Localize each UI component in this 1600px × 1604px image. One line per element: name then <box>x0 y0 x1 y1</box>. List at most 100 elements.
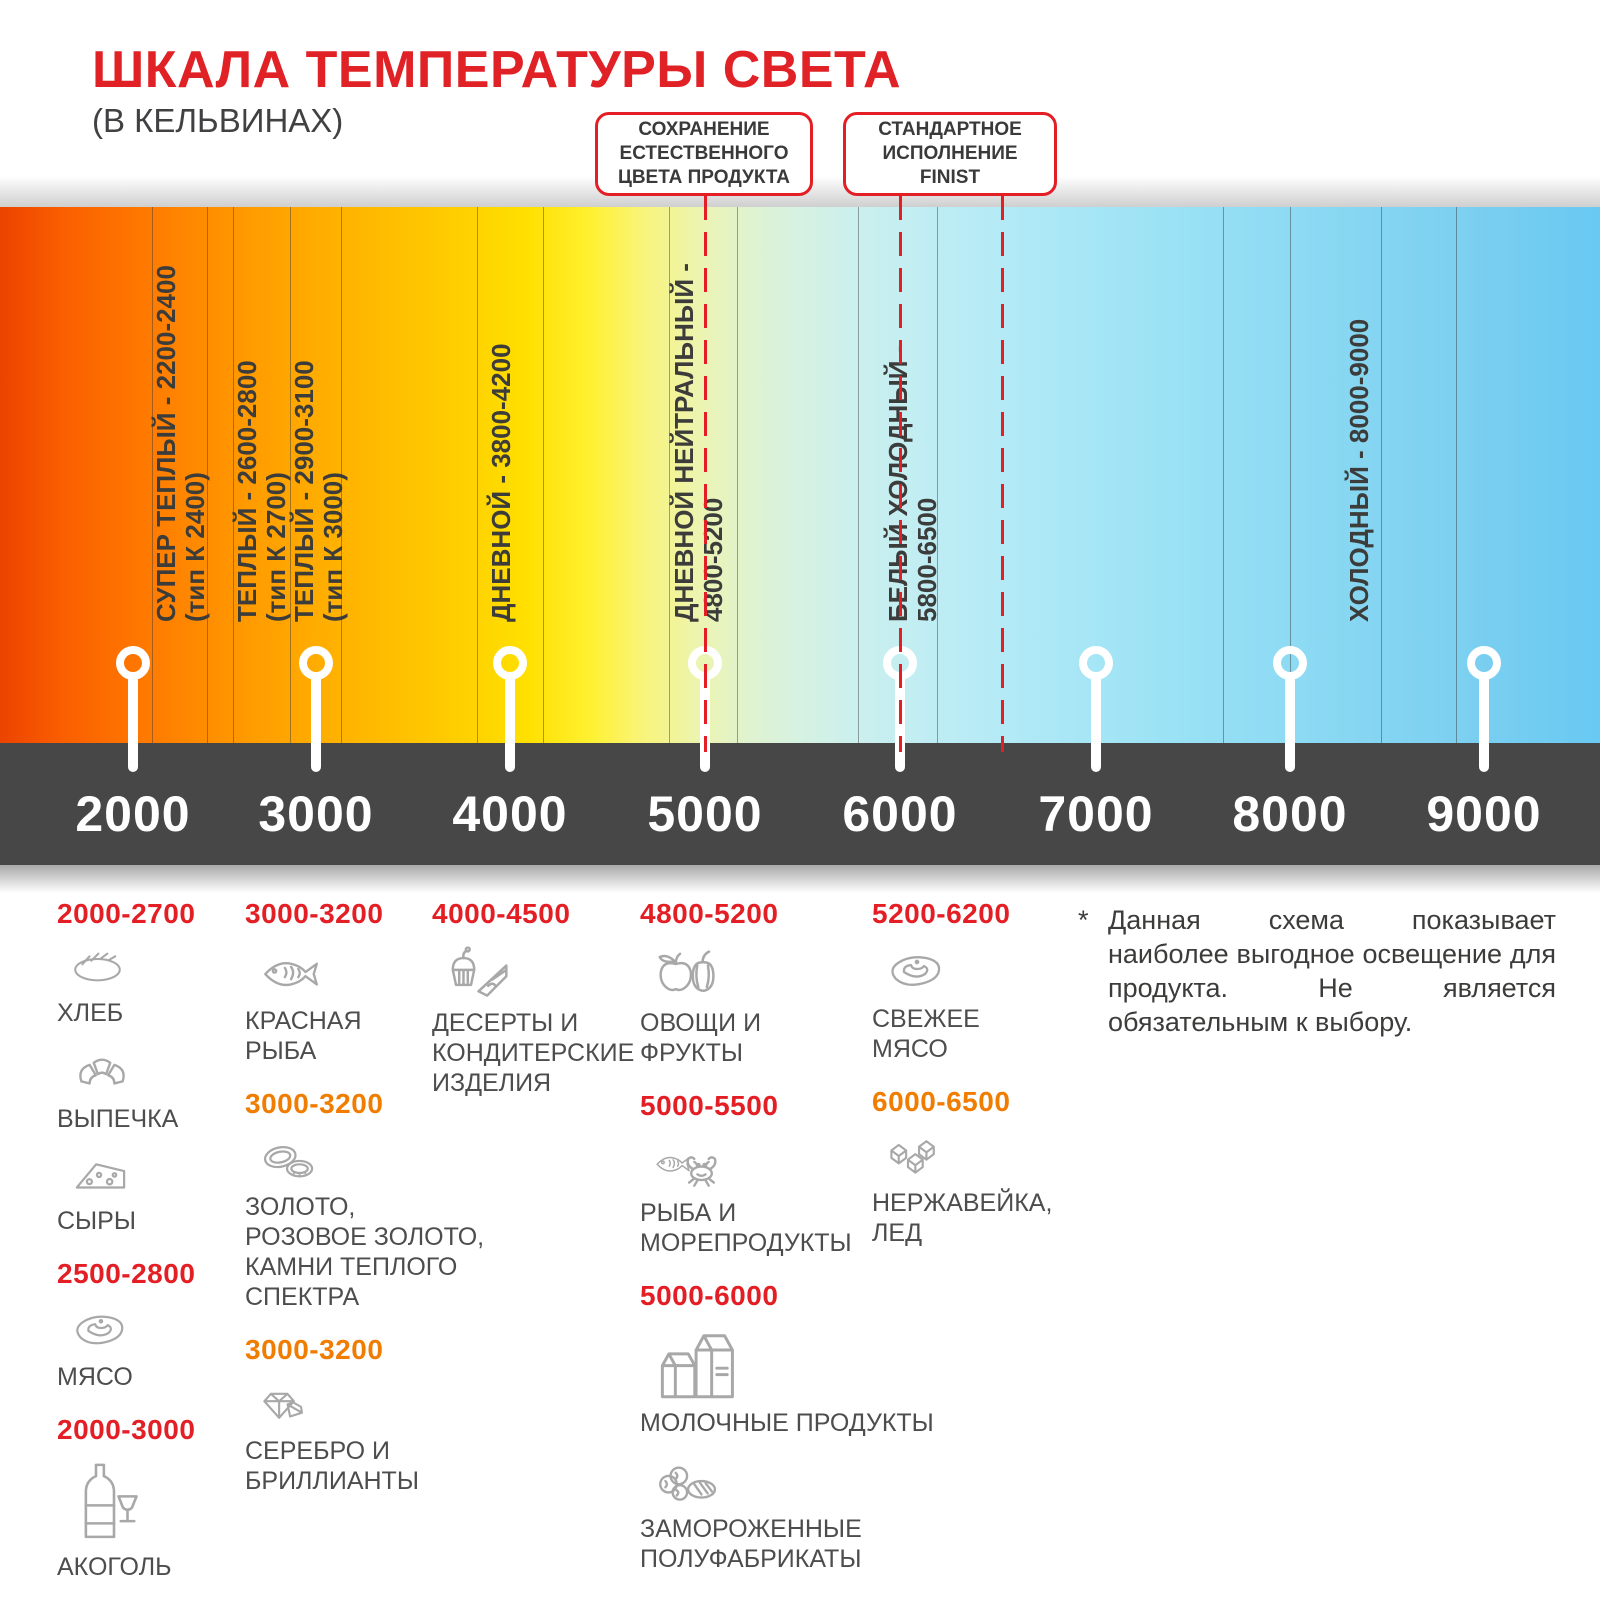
band-gridline <box>1381 207 1382 743</box>
band-gridline <box>937 207 938 743</box>
page-subtitle: (В КЕЛЬВИНАХ) <box>92 102 344 139</box>
rings-icon <box>257 1132 319 1186</box>
temperature-range-label: ДНЕВНОЙ - 3800-4200 <box>486 242 516 622</box>
range-label-sub: (тип К 2700) <box>261 472 291 622</box>
band-gridline <box>858 207 859 743</box>
category-column: 5200-6200 СВЕЖЕЕ МЯСО 6000-6500 НЕРЖАВЕЙКА,… <box>872 898 1052 1270</box>
category-group: 3000-3200 КРАСНАЯ РЫБА <box>245 898 484 1066</box>
axis-tick-label: 3000 <box>258 786 374 842</box>
scale-marker-circle <box>1273 646 1307 680</box>
footnote-asterisk: * <box>1078 905 1089 935</box>
dessert-icon <box>444 942 513 1002</box>
category-item: КРАСНАЯ РЫБА <box>245 942 484 1066</box>
band-gridline <box>290 207 291 743</box>
category-label: РЫБА И МОРЕПРОДУКТЫ <box>640 1199 852 1257</box>
band-gridline <box>737 207 738 743</box>
scale-marker-circle <box>1079 646 1113 680</box>
category-label: ОВОЩИ И ФРУКТЫ <box>640 1009 762 1067</box>
callout-pointer-line <box>899 196 902 752</box>
category-label: СВЕЖЕЕ МЯСО <box>872 1005 980 1063</box>
callout-pointer-line <box>704 196 707 752</box>
category-label: МЯСО <box>57 1363 133 1391</box>
axis-tick-label: 4000 <box>452 786 568 842</box>
scale-marker-stem <box>1285 677 1295 772</box>
band-gridline <box>1223 207 1224 743</box>
temperature-range-label: ХОЛОДНЫЙ - 8000-9000 <box>1344 242 1374 622</box>
alcohol-icon <box>69 1458 141 1546</box>
callout-box: СОХРАНЕНИЕ ЕСТЕСТВЕННОГО ЦВЕТА ПРОДУКТА <box>595 112 813 196</box>
scale-marker-stem <box>1091 677 1101 772</box>
range-header: 6000-6500 <box>872 1086 1011 1117</box>
category-label: НЕРЖАВЕЙКА, ЛЕД <box>872 1189 1053 1247</box>
scale-marker-stem <box>128 677 138 772</box>
scale-marker-stem <box>311 677 321 772</box>
callout-line: ЦВЕТА ПРОДУКТА <box>617 167 791 188</box>
callout-line: FINIST <box>919 167 981 188</box>
category-item: СЕРЕБРО И БРИЛЛИАНТЫ <box>245 1378 484 1496</box>
scale-marker-stem <box>1479 677 1489 772</box>
band-gridline <box>152 207 153 743</box>
callout-line: СОХРАНЕНИЕ <box>638 119 770 140</box>
range-header: 3000-3200 <box>245 898 384 929</box>
category-item: СЫРЫ <box>57 1146 195 1236</box>
category-item: НЕРЖАВЕЙКА, ЛЕД <box>872 1130 1052 1248</box>
category-group: 4800-5200 ОВОЩИ И ФРУКТЫ <box>640 898 934 1068</box>
axis-tick-label: 9000 <box>1426 786 1542 842</box>
temperature-range-label: ТЕПЛЫЙ - 2900-3100 (тип К 3000) <box>289 242 348 622</box>
range-header: 4000-4500 <box>432 898 571 929</box>
produce-icon <box>652 942 721 1002</box>
category-label: ВЫПЕЧКА <box>57 1105 179 1133</box>
range-label-main: ТЕПЛЫЙ - 2600-2800 <box>232 360 262 622</box>
range-label-main: ХОЛОДНЫЙ - 8000-9000 <box>1344 318 1374 622</box>
axis-tick-label: 7000 <box>1038 786 1154 842</box>
range-label-sub: (тип К 2400) <box>180 472 210 622</box>
bottom-shadow-strip <box>0 865 1600 893</box>
category-item: РЫБА И МОРЕПРОДУКТЫ <box>640 1134 934 1258</box>
category-group: 2500-2800 МЯСО <box>57 1258 195 1392</box>
category-group: 2000-3000 АКОГОЛЬ <box>57 1414 195 1582</box>
category-label: СЫРЫ <box>57 1207 136 1235</box>
bread-icon <box>69 942 126 992</box>
category-item: ЗАМОРОЖЕННЫЕ ПОЛУФАБРИКАТЫ <box>640 1450 934 1574</box>
category-group: 3000-3200 СЕРЕБРО И БРИЛЛИАНТЫ <box>245 1334 484 1496</box>
temperature-range-label: БЕЛЫЙ ХОЛОДНЫЙ -5800-6500 <box>883 242 942 622</box>
category-group: 3000-3200 ЗОЛОТО, РОЗОВОЕ ЗОЛОТО, КАМНИ Т… <box>245 1088 484 1312</box>
dairy-icon <box>652 1324 735 1402</box>
category-column: 4000-4500 ДЕСЕРТЫ И КОНДИТЕРСКИЕ ИЗДЕЛИЯ <box>432 898 634 1120</box>
scale-marker-circle <box>116 646 150 680</box>
band-gridline <box>207 207 208 743</box>
category-label: АКОГОЛЬ <box>57 1553 172 1581</box>
callout-line: ИСПОЛНЕНИЕ <box>882 143 1018 164</box>
ice-icon <box>884 1130 943 1182</box>
callout-box: СТАНДАРТНОЕ ИСПОЛНЕНИЕ FINIST <box>843 112 1057 196</box>
band-gridline <box>1456 207 1457 743</box>
temperature-range-label: ДНЕВНОЙ НЕЙТРАЛЬНЫЙ -4800-5200 <box>669 242 728 622</box>
band-gridline <box>341 207 342 743</box>
category-item: МОЛОЧНЫЕ ПРОДУКТЫ <box>640 1324 934 1438</box>
scale-marker-stem <box>505 677 515 772</box>
range-label-main: СУПЕР ТЕПЛЫЙ - 2200-2400 <box>151 265 181 622</box>
category-group: 2000-2700 ХЛЕБ ВЫПЕЧКА СЫРЫ <box>57 898 195 1236</box>
callout-line: ЕСТЕСТВЕННОГО <box>619 143 789 164</box>
category-group: 5000-6000 МОЛОЧНЫЕ ПРОДУКТЫ ЗАМОРОЖЕННЫЕ П… <box>640 1280 934 1574</box>
category-label: ЗАМОРОЖЕННЫЕ ПОЛУФАБРИКАТЫ <box>640 1515 862 1573</box>
frozen-icon <box>652 1450 718 1508</box>
cheese-icon <box>69 1146 131 1200</box>
steak-icon <box>69 1302 131 1356</box>
footnote-text: Данная схема показывает наиболее выгодно… <box>1108 905 1556 1037</box>
category-item: ОВОЩИ И ФРУКТЫ <box>640 942 934 1068</box>
category-label: КРАСНАЯ РЫБА <box>245 1007 362 1065</box>
range-header: 2000-2700 <box>57 898 196 929</box>
band-gridline <box>543 207 544 743</box>
category-group: 4000-4500 ДЕСЕРТЫ И КОНДИТЕРСКИЕ ИЗДЕЛИЯ <box>432 898 634 1098</box>
category-item: ДЕСЕРТЫ И КОНДИТЕРСКИЕ ИЗДЕЛИЯ <box>432 942 634 1098</box>
category-item: МЯСО <box>57 1302 195 1392</box>
category-item: СВЕЖЕЕ МЯСО <box>872 942 1052 1064</box>
category-group: 6000-6500 НЕРЖАВЕЙКА, ЛЕД <box>872 1086 1052 1248</box>
category-group: 5200-6200 СВЕЖЕЕ МЯСО <box>872 898 1052 1064</box>
range-label-main: ДНЕВНОЙ - 3800-4200 <box>486 343 516 622</box>
category-item: ЗОЛОТО, РОЗОВОЕ ЗОЛОТО, КАМНИ ТЕПЛОГО СП… <box>245 1132 484 1312</box>
scale-marker-circle <box>493 646 527 680</box>
category-group: 5000-5500 РЫБА И МОРЕПРОДУКТЫ <box>640 1090 934 1258</box>
range-header: 5200-6200 <box>872 898 1011 929</box>
